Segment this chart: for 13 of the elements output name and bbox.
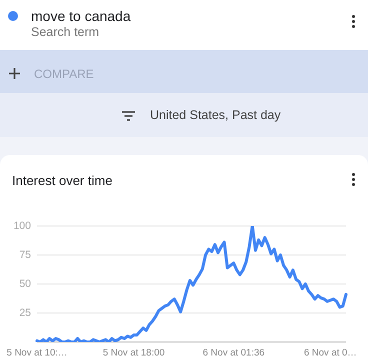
x-tick-label: 5 Nov at 10:… — [6, 347, 68, 358]
chart-title: Interest over time — [12, 173, 112, 188]
y-tick-label: 25 — [19, 306, 32, 319]
text: United States, Past day — [150, 108, 281, 122]
y-tick-label: 75 — [19, 248, 32, 261]
x-tick-label: 6 Nov at 01:36 — [202, 347, 265, 358]
y-tick-label: 50 — [19, 278, 32, 290]
text: Search term — [31, 25, 100, 39]
x-tick-label: 6 Nov at 0… — [304, 347, 357, 358]
x-tick-label: 5 Nov at 18:00 — [102, 347, 165, 358]
y-tick-label: 100 — [13, 220, 32, 232]
legend-label: move to canada — [31, 8, 131, 24]
text: COMPARE — [34, 67, 94, 81]
